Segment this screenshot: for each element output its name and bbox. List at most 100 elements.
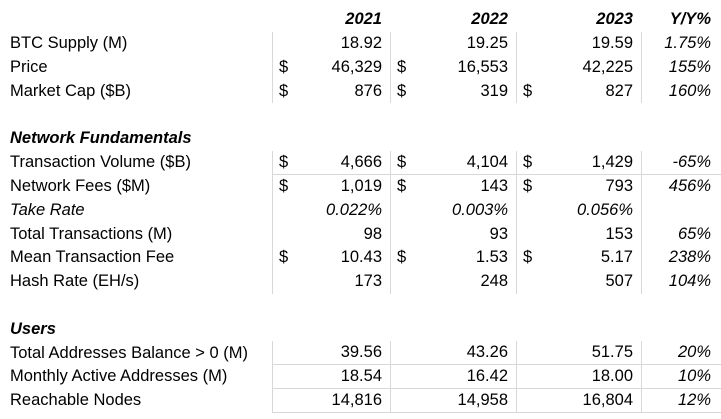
col-header-2022: 2022 <box>390 8 516 32</box>
table-row-transaction-volume: Transaction Volume ($B) $4,666 $4,104 $1… <box>0 150 721 175</box>
cell-2022: 14,958 <box>390 388 516 413</box>
cell-2022: 19.25 <box>390 31 516 56</box>
cell-2023: 18.00 <box>516 364 641 389</box>
row-label: Total Transactions (M) <box>10 224 173 243</box>
cell-value: 248 <box>480 272 508 291</box>
table-row-total-addresses: Total Addresses Balance > 0 (M) 39.56 43… <box>0 341 721 365</box>
cell-2021: $10.43 <box>272 245 390 270</box>
row-label: Mean Transaction Fee <box>10 248 175 267</box>
cell-2022: $143 <box>390 174 516 199</box>
row-label: Hash Rate (EH/s) <box>10 272 140 291</box>
cell-value: 173 <box>354 272 382 291</box>
cell-value: 14,816 <box>331 390 382 409</box>
currency-symbol: $ <box>523 81 533 100</box>
cell-yoy: 65% <box>641 222 721 246</box>
row-label: Reachable Nodes <box>10 391 142 410</box>
cell-2022: $1.53 <box>390 245 516 270</box>
cell-2021: 39.56 <box>272 341 390 365</box>
row-label: Market Cap ($B) <box>10 81 132 100</box>
cell-value: 16,553 <box>457 57 508 76</box>
currency-symbol: $ <box>279 176 289 195</box>
cell-yoy: 155% <box>641 55 721 80</box>
currency-symbol: $ <box>397 57 407 76</box>
cell-yoy: 456% <box>641 174 721 199</box>
cell-2023: 153 <box>516 222 641 246</box>
cell-value: 98 <box>363 224 382 243</box>
cell-2022: $4,104 <box>390 150 516 175</box>
table-row-mean-transaction-fee: Mean Transaction Fee $10.43 $1.53 $5.17 … <box>0 245 721 270</box>
cell-yoy: 1.75% <box>641 31 721 56</box>
cell-value: 0.056% <box>577 200 633 219</box>
row-label: BTC Supply (M) <box>10 34 128 53</box>
cell-2022: 93 <box>390 222 516 246</box>
cell-yoy: 104% <box>641 269 721 294</box>
cell-value: 18.54 <box>340 366 382 385</box>
cell-2023: 19.59 <box>516 31 641 56</box>
cell-2022: 16.42 <box>390 364 516 389</box>
spacer-row <box>0 103 721 127</box>
cell-value: 10.43 <box>340 248 382 267</box>
col-header-yoy: Y/Y% <box>641 8 721 32</box>
section-title: Users <box>10 319 56 338</box>
cell-yoy <box>641 198 721 223</box>
cell-2021: 98 <box>272 222 390 246</box>
row-label: Monthly Active Addresses (M) <box>10 367 228 386</box>
section-title: Network Fundamentals <box>10 129 192 148</box>
currency-symbol: $ <box>397 248 407 267</box>
cell-2021: 173 <box>272 269 390 294</box>
row-label: Take Rate <box>10 200 85 219</box>
cell-value: 1,019 <box>340 176 382 195</box>
header-row: 2021 2022 2023 Y/Y% <box>0 8 721 32</box>
col-header-label: 2023 <box>596 10 633 29</box>
col-header-label: Y/Y% <box>669 10 711 29</box>
currency-symbol: $ <box>279 152 289 171</box>
cell-value: 19.59 <box>591 34 633 53</box>
row-label: Price <box>10 57 48 76</box>
currency-symbol: $ <box>523 248 533 267</box>
currency-symbol: $ <box>523 176 533 195</box>
cell-2023: 507 <box>516 269 641 294</box>
cell-2023: 0.056% <box>516 198 641 223</box>
table-row-monthly-active-addresses: Monthly Active Addresses (M) 18.54 16.42… <box>0 364 721 389</box>
currency-symbol: $ <box>279 248 289 267</box>
cell-value: 16,804 <box>582 390 633 409</box>
table-row-network-fees: Network Fees ($M) $1,019 $143 $793 456% <box>0 174 721 199</box>
cell-value: 153 <box>605 224 633 243</box>
cell-2023: 42,225 <box>516 55 641 80</box>
table-row-take-rate: Take Rate 0.022% 0.003% 0.056% <box>0 198 721 223</box>
cell-value: 876 <box>354 81 382 100</box>
cell-2023: $827 <box>516 79 641 104</box>
cell-2023: $793 <box>516 174 641 199</box>
cell-value: 93 <box>489 224 508 243</box>
col-header-2023: 2023 <box>516 8 641 32</box>
table-row-market-cap: Market Cap ($B) $876 $319 $827 160% <box>0 79 721 104</box>
cell-value: 827 <box>605 81 633 100</box>
row-label: Network Fees ($M) <box>10 176 151 195</box>
col-header-label: 2021 <box>345 10 382 29</box>
cell-yoy: 238% <box>641 245 721 270</box>
cell-value: 19.25 <box>466 34 508 53</box>
cell-2023: $1,429 <box>516 150 641 175</box>
cell-value: 14,958 <box>457 390 508 409</box>
cell-2021: $876 <box>272 79 390 104</box>
cell-value: 18.92 <box>340 34 382 53</box>
cell-2021: $1,019 <box>272 174 390 199</box>
cell-value: 42,225 <box>582 57 633 76</box>
cell-2022: 248 <box>390 269 516 294</box>
cell-yoy: 20% <box>641 341 721 365</box>
cell-2023: 16,804 <box>516 388 641 413</box>
currency-symbol: $ <box>523 152 533 171</box>
cell-2021: 18.54 <box>272 364 390 389</box>
cell-2022: 43.26 <box>390 341 516 365</box>
cell-value: 18.00 <box>591 366 633 385</box>
cell-2021: $46,329 <box>272 55 390 80</box>
table-row-total-transactions: Total Transactions (M) 98 93 153 65% <box>0 222 721 246</box>
cell-2022: $16,553 <box>390 55 516 80</box>
cell-value: 1,429 <box>591 152 633 171</box>
cell-value: 319 <box>480 81 508 100</box>
cell-value: 4,104 <box>466 152 508 171</box>
cell-value: 793 <box>605 176 633 195</box>
cell-value: 16.42 <box>466 366 508 385</box>
currency-symbol: $ <box>397 176 407 195</box>
